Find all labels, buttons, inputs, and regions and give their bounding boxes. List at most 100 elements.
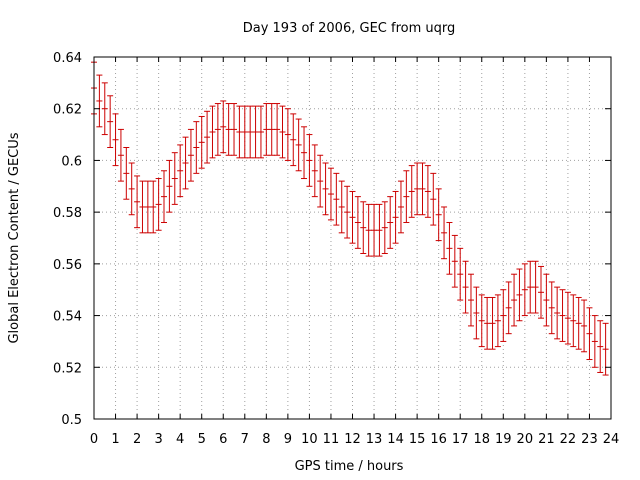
data-point <box>128 162 135 216</box>
data-point <box>473 286 480 340</box>
data-point <box>107 95 114 148</box>
series-gec <box>91 61 609 376</box>
data-point <box>424 165 431 218</box>
data-point <box>457 247 464 301</box>
data-point <box>327 167 334 221</box>
data-point <box>484 296 491 350</box>
data-point <box>516 268 523 322</box>
data-point <box>537 265 544 319</box>
data-point <box>284 108 291 161</box>
data-point <box>360 201 367 255</box>
x-tick-label: 6 <box>219 432 227 447</box>
data-point <box>101 82 108 136</box>
data-point <box>139 180 146 234</box>
data-point <box>505 281 512 335</box>
data-point <box>365 203 372 257</box>
data-point <box>247 105 254 159</box>
data-point <box>408 165 415 218</box>
data-point <box>387 196 394 249</box>
data-point <box>161 170 168 223</box>
x-tick-label: 15 <box>409 432 426 447</box>
data-point <box>371 203 378 257</box>
x-tick-label: 13 <box>366 432 383 447</box>
data-point <box>344 185 351 239</box>
data-point <box>511 273 518 327</box>
y-tick-label: 0.58 <box>53 206 82 221</box>
data-point <box>559 289 566 342</box>
data-point <box>462 260 469 314</box>
data-point <box>527 260 534 314</box>
data-point <box>441 206 448 260</box>
data-point <box>123 147 130 200</box>
data-point <box>521 263 528 317</box>
x-tick-label: 18 <box>473 432 490 447</box>
y-axis-label: Global Electron Content / GECUs <box>7 132 22 343</box>
x-tick-label: 3 <box>154 432 162 447</box>
data-point <box>451 234 458 288</box>
data-point <box>586 307 593 361</box>
x-tick-label: 17 <box>452 432 469 447</box>
data-point <box>295 118 302 172</box>
data-point <box>252 105 259 159</box>
y-tick-label: 0.54 <box>53 310 82 325</box>
x-tick-label: 24 <box>603 432 620 447</box>
y-tick-label: 0.56 <box>53 258 82 273</box>
data-point <box>349 190 356 244</box>
y-tick-label: 0.6 <box>61 154 82 169</box>
y-tick-label: 0.52 <box>53 361 82 376</box>
data-point <box>204 110 211 164</box>
data-point <box>193 121 200 174</box>
data-point <box>333 172 340 226</box>
data-point <box>494 294 501 348</box>
data-point <box>155 178 162 231</box>
data-point <box>597 320 604 373</box>
data-point <box>231 103 238 156</box>
data-point <box>117 128 124 182</box>
data-point <box>322 162 329 216</box>
data-point <box>241 105 248 159</box>
data-point <box>177 144 184 198</box>
data-point <box>554 286 561 340</box>
data-point <box>435 188 442 242</box>
y-tick-label: 0.5 <box>61 413 82 428</box>
data-point <box>478 294 485 348</box>
x-tick-label: 20 <box>517 432 534 447</box>
data-point <box>112 113 119 167</box>
chart-title: Day 193 of 2006, GEC from uqrg <box>243 21 456 36</box>
data-point <box>414 162 421 216</box>
data-point <box>548 281 555 335</box>
x-tick-label: 11 <box>323 432 340 447</box>
x-tick-label: 5 <box>198 432 206 447</box>
x-tick-label: 23 <box>581 432 598 447</box>
data-point <box>317 154 324 208</box>
data-point <box>263 103 270 156</box>
x-tick-label: 22 <box>560 432 577 447</box>
data-point <box>564 291 571 345</box>
data-point <box>166 159 173 213</box>
x-tick-label: 1 <box>111 432 119 447</box>
data-point <box>257 105 264 159</box>
data-point <box>338 180 345 234</box>
y-tick-label: 0.62 <box>53 103 82 118</box>
x-tick-label: 12 <box>344 432 361 447</box>
data-point <box>171 152 178 205</box>
data-point <box>392 190 399 244</box>
x-tick-label: 7 <box>241 432 249 447</box>
x-tick-label: 19 <box>495 432 512 447</box>
x-tick-label: 0 <box>90 432 98 447</box>
data-point <box>150 180 157 234</box>
y-tick-label: 0.64 <box>53 51 82 66</box>
data-point <box>354 196 361 249</box>
data-point <box>306 134 313 187</box>
data-point <box>220 100 227 154</box>
data-point <box>182 136 189 190</box>
data-point <box>279 105 286 159</box>
data-point <box>489 296 496 350</box>
data-point <box>543 273 550 327</box>
data-point <box>403 170 410 223</box>
data-point <box>376 203 383 257</box>
data-point <box>311 144 318 198</box>
data-point <box>96 74 103 128</box>
x-tick-label: 10 <box>301 432 318 447</box>
data-point <box>187 128 194 182</box>
